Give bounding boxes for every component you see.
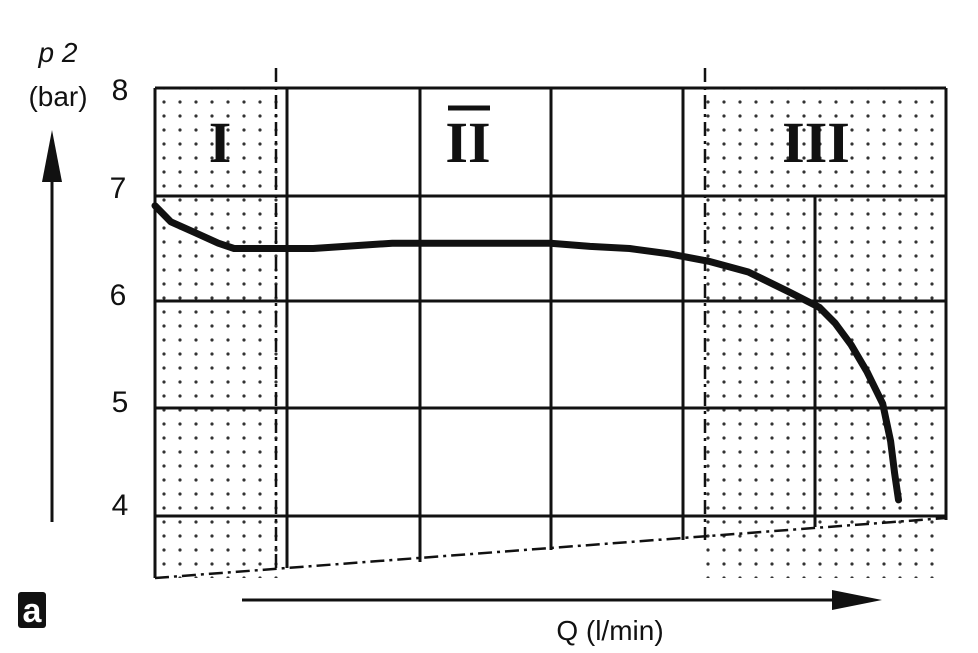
region-label-iii: III [782, 110, 850, 175]
y-tick-label: 7 [110, 172, 127, 205]
x-axis-label: Q (l/min) [556, 615, 663, 646]
bottom-limit-line [154, 516, 947, 580]
y-tick-label: 6 [110, 279, 127, 312]
region-boundaries [154, 68, 947, 580]
y-axis-arrow-head [42, 130, 62, 182]
y-tick-label: 8 [112, 74, 129, 107]
series-line [151, 202, 902, 504]
grid [153, 86, 948, 578]
y-tick-label: 4 [112, 489, 129, 522]
panel-badge [18, 592, 46, 628]
region-shade-i [155, 88, 283, 578]
y-axis-unit: (bar) [28, 81, 87, 112]
region-shade-iii [703, 88, 946, 578]
y-axis-symbol: p 2 [38, 37, 78, 68]
x-axis-arrow-head [832, 590, 882, 610]
region-label-ii: II [445, 110, 490, 175]
panel-badge-label: a [23, 592, 43, 630]
y-tick-label: 5 [112, 386, 129, 419]
region-label-i: I [209, 110, 232, 175]
